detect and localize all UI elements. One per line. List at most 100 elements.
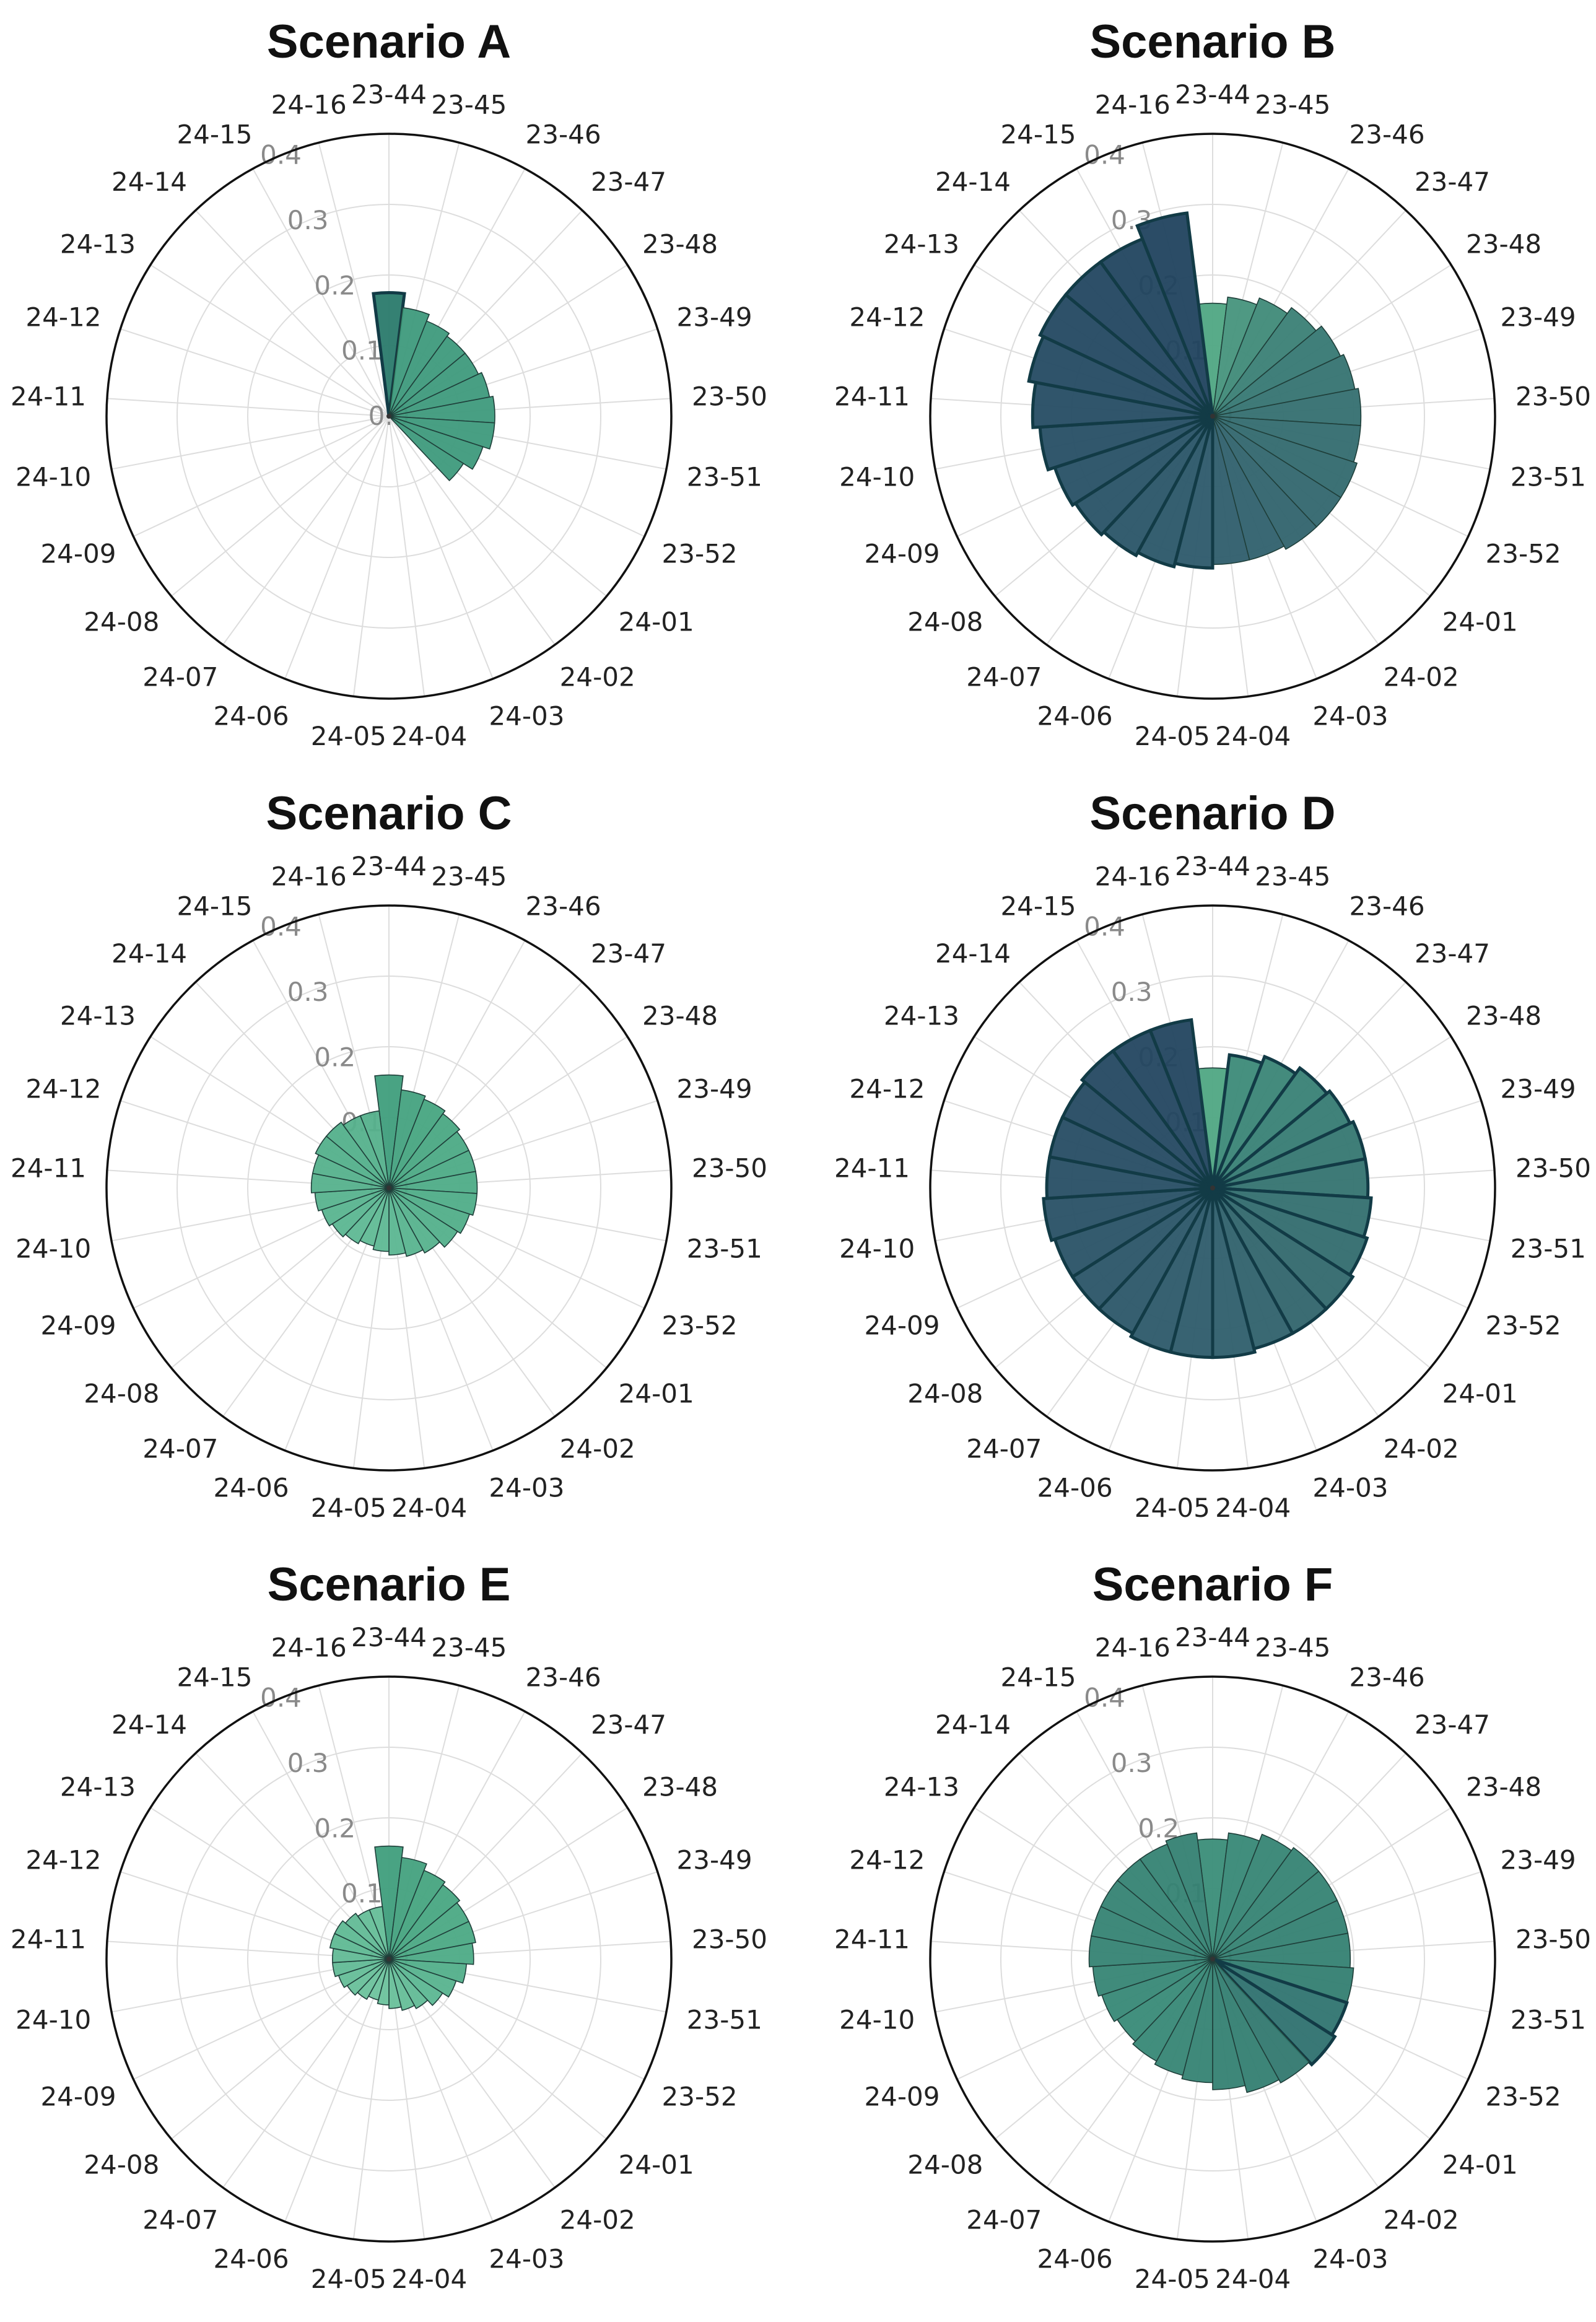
category-label: 24-08: [84, 1378, 159, 1408]
polar-panel: Scenario C0.00.10.20.30.423-4423-4523-46…: [11, 787, 767, 1523]
polar-panel: Scenario D0.00.10.20.30.423-4423-4523-46…: [834, 787, 1591, 1523]
category-label: 23-44: [351, 851, 427, 881]
bar-wedge: [388, 1187, 458, 1248]
category-label: 23-50: [1515, 1153, 1591, 1183]
category-label: 24-11: [834, 1924, 910, 1954]
category-label: 24-06: [1037, 1472, 1113, 1503]
category-label: 24-13: [60, 229, 136, 259]
category-label: 24-13: [60, 1771, 136, 1802]
category-label: 23-49: [1501, 302, 1576, 332]
bar-wedge: [388, 1958, 402, 2009]
angular-grid-line: [120, 328, 390, 417]
category-label: 23-49: [677, 302, 752, 332]
angular-grid-line: [133, 416, 390, 538]
polar-panel: Scenario A0.00.10.20.30.423-4423-4523-46…: [11, 15, 767, 751]
category-label: 24-10: [15, 2004, 91, 2035]
panel-title: Scenario E: [268, 1558, 511, 1611]
category-label: 24-13: [60, 1000, 136, 1031]
category-label: 24-05: [311, 2264, 386, 2294]
bar-wedge: [1212, 416, 1317, 550]
category-label: 24-14: [935, 1709, 1011, 1740]
angular-grid-line: [107, 398, 390, 417]
category-label: 24-16: [271, 89, 347, 120]
angular-grid-line: [222, 416, 390, 645]
category-label: 24-08: [907, 606, 983, 637]
category-label: 24-05: [311, 1493, 386, 1523]
bar-wedge: [388, 1187, 424, 1257]
category-label: 24-04: [1215, 1493, 1291, 1523]
category-label: 23-48: [642, 1000, 718, 1031]
panel-title: Scenario A: [267, 15, 511, 68]
angular-grid-line: [388, 416, 494, 679]
angular-grid-line: [352, 416, 390, 697]
category-label: 24-05: [1135, 2264, 1210, 2294]
category-label: 24-16: [1095, 861, 1171, 891]
bar-wedge: [388, 1089, 426, 1189]
category-label: 23-49: [677, 1073, 752, 1104]
category-label: 24-02: [1384, 662, 1459, 692]
bar-wedge: [325, 1121, 390, 1189]
category-label: 24-16: [1095, 1632, 1171, 1662]
category-label: 23-47: [591, 938, 666, 969]
category-label: 24-11: [11, 1924, 86, 1954]
radial-tick-label: 0.1: [341, 1879, 383, 1909]
angular-grid-line: [318, 142, 390, 417]
category-label: 23-47: [591, 167, 666, 197]
category-label: 24-15: [1000, 119, 1076, 149]
category-label: 23-46: [1350, 891, 1425, 921]
category-label: 24-07: [142, 2205, 218, 2235]
category-label: 24-03: [1312, 1472, 1388, 1503]
radial-tick-label: 0.3: [287, 1748, 329, 1778]
category-label: 24-02: [560, 1434, 635, 1464]
category-label: 24-03: [1312, 2243, 1388, 2274]
category-label: 24-12: [849, 1844, 925, 1875]
category-label: 24-15: [1000, 891, 1076, 921]
category-label: 23-49: [1501, 1844, 1576, 1875]
category-label: 24-03: [489, 701, 564, 731]
category-label: 24-04: [391, 721, 467, 751]
category-label: 24-11: [11, 381, 86, 411]
center-point: [1210, 1957, 1215, 1962]
category-label: 23-51: [687, 461, 762, 492]
category-label: 23-49: [677, 1844, 752, 1875]
category-label: 24-02: [1384, 1434, 1459, 1464]
bar-wedge: [372, 291, 406, 417]
angular-grid-line: [111, 416, 390, 470]
bar-wedge: [388, 320, 450, 417]
outer-ring: [929, 1675, 1496, 2243]
category-label: 24-11: [834, 381, 910, 411]
bar-wedge: [1148, 1018, 1214, 1189]
angular-grid-line: [388, 416, 556, 645]
category-label: 23-50: [1515, 1924, 1591, 1954]
polar-panel: Scenario B0.00.10.20.30.423-4423-4523-46…: [834, 15, 1591, 751]
category-label: 23-48: [1466, 1771, 1541, 1802]
category-label: 24-14: [111, 167, 187, 197]
bar-wedge: [368, 1906, 390, 1960]
category-label: 24-08: [84, 606, 159, 637]
bar-wedge: [388, 1958, 416, 2011]
category-label: 24-01: [1442, 1378, 1518, 1408]
category-label: 24-07: [966, 662, 1042, 692]
category-label: 24-16: [271, 861, 347, 891]
category-label: 24-06: [214, 1472, 289, 1503]
angular-grid-line: [150, 264, 390, 417]
polar-panel: Scenario F0.00.10.20.30.423-4423-4523-46…: [834, 1558, 1591, 2294]
category-label: 24-02: [560, 662, 635, 692]
category-label: 24-06: [1037, 2243, 1113, 2274]
bar-wedge: [1154, 1958, 1213, 2076]
category-label: 24-09: [864, 1310, 940, 1340]
category-label: 24-07: [142, 1434, 218, 1464]
outer-ring: [929, 133, 1496, 700]
category-label: 23-51: [1511, 1233, 1586, 1264]
category-label: 24-13: [884, 1000, 959, 1031]
category-label: 24-08: [907, 2149, 983, 2180]
category-label: 23-45: [431, 89, 507, 120]
category-label: 24-09: [864, 538, 940, 569]
category-label: 24-14: [935, 167, 1011, 197]
category-label: 24-12: [25, 1844, 101, 1875]
angular-grid-line: [388, 416, 425, 697]
category-label: 23-46: [526, 891, 601, 921]
category-label: 24-06: [214, 2243, 289, 2274]
category-label: 24-16: [271, 1632, 347, 1662]
